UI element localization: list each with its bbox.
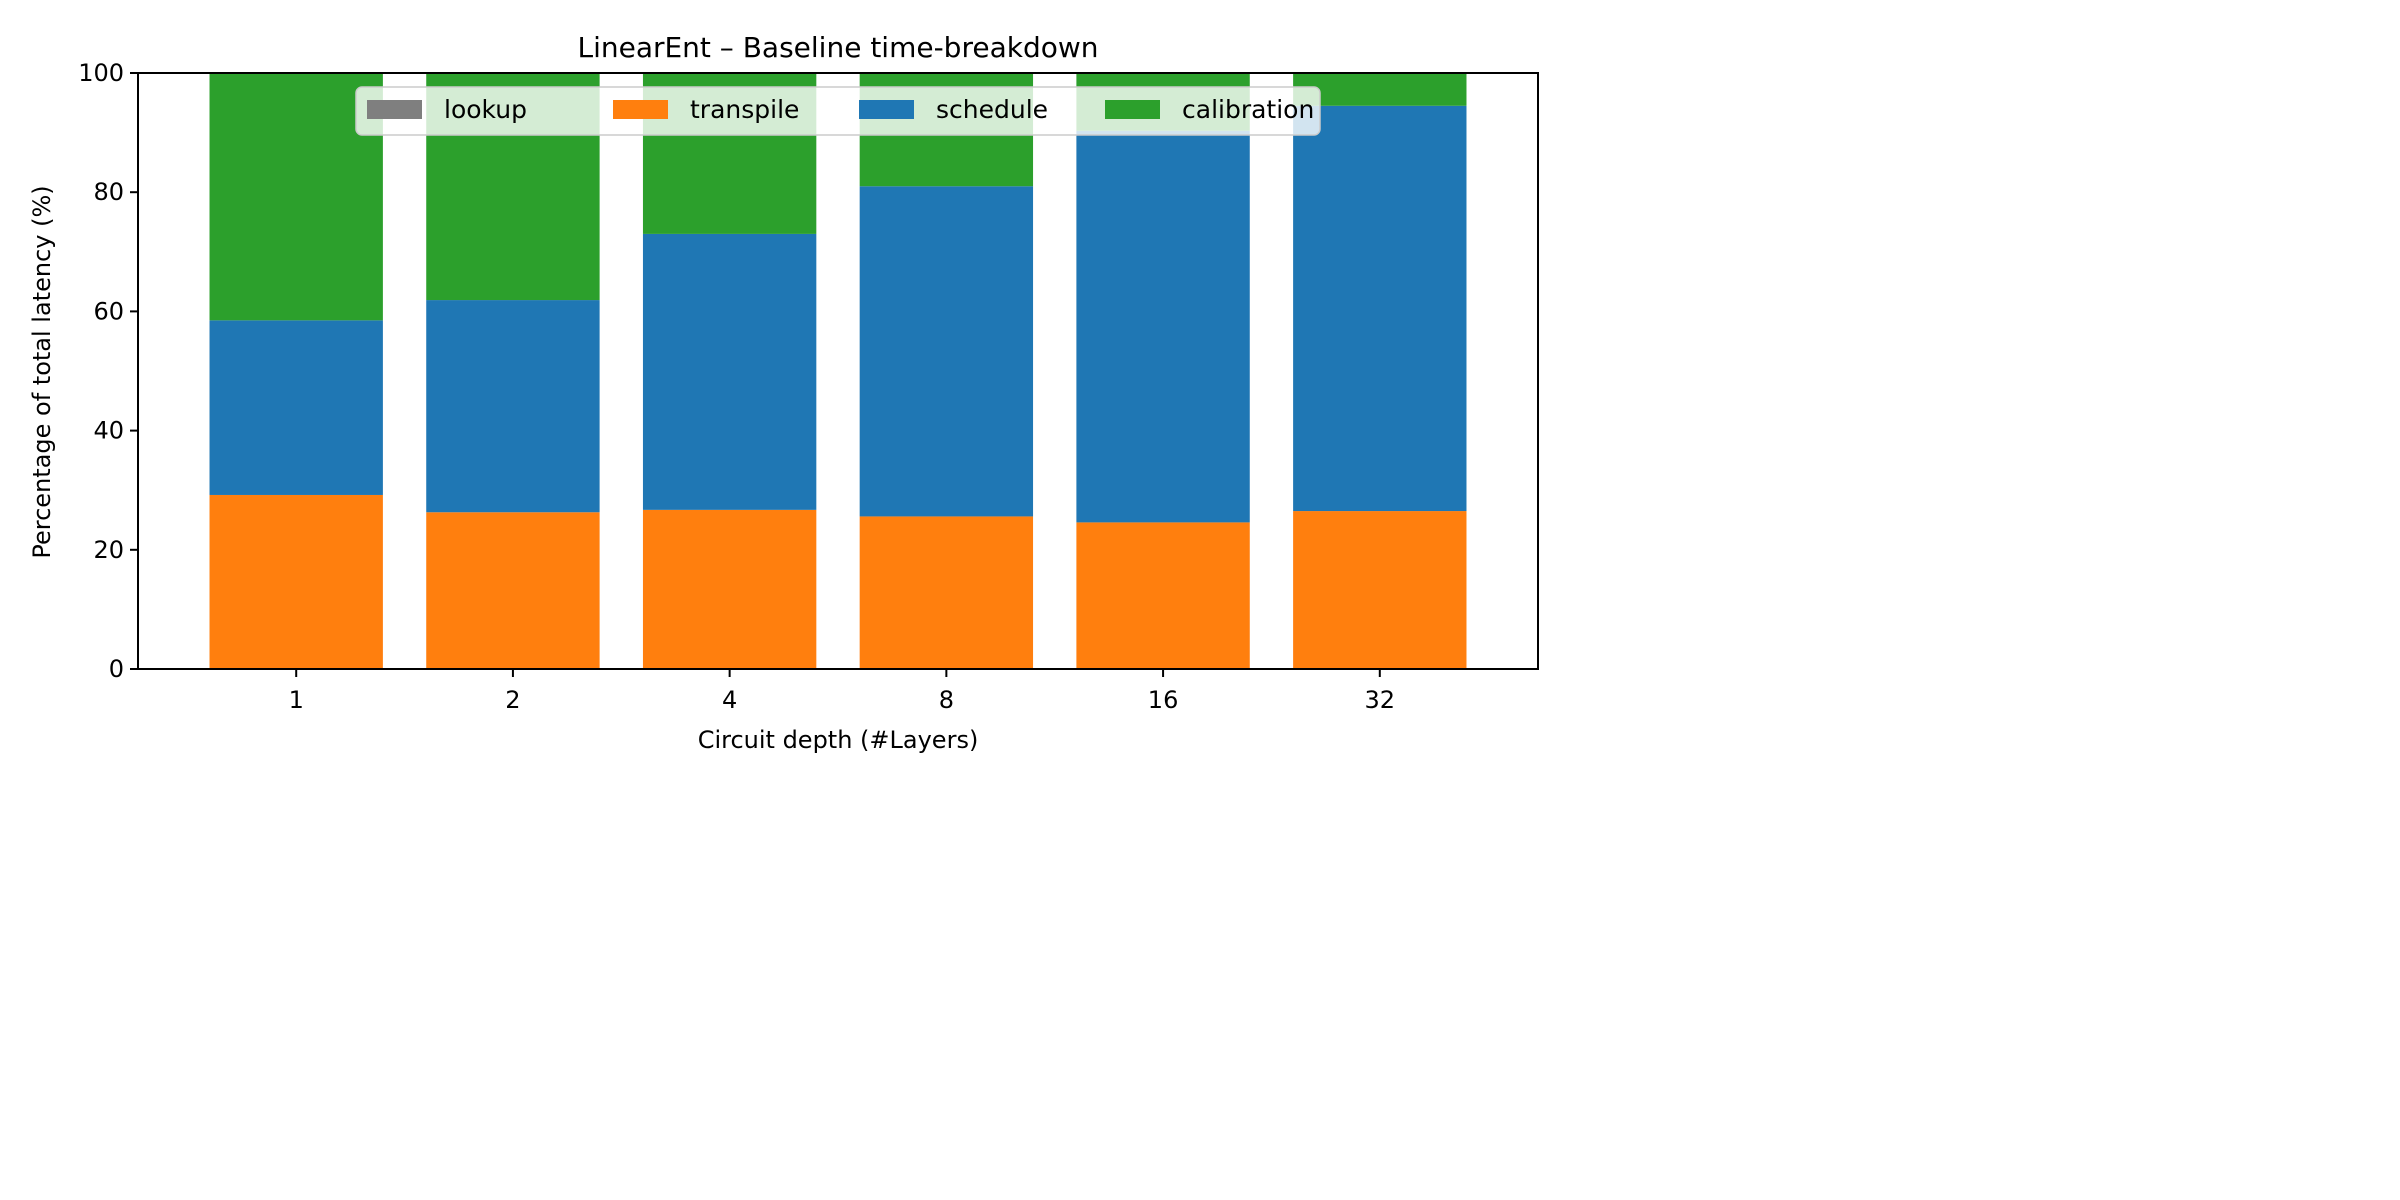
legend-label-lookup: lookup xyxy=(444,95,527,124)
x-tick-label: 32 xyxy=(1365,686,1396,714)
axes-layer: 0 20 40 60 80 100 1 2 4 8 16 32 xyxy=(78,59,1539,714)
y-tick-label: 80 xyxy=(93,178,124,206)
legend-swatch-schedule xyxy=(859,100,914,119)
legend: lookup transpile schedule calibration xyxy=(355,86,1321,136)
legend-label-schedule: schedule xyxy=(936,95,1048,124)
bar-transpile-1 xyxy=(209,494,383,669)
chart-container: LinearEnt – Baseline time-breakdown 0 20 4… xyxy=(0,0,1560,780)
bar-transpile-4 xyxy=(642,509,817,669)
stacked-bar-chart: LinearEnt – Baseline time-breakdown 0 20 4… xyxy=(28,31,1539,754)
bar-transpile-32 xyxy=(1293,511,1467,669)
bar-schedule-2 xyxy=(426,300,600,513)
bar-transpile-8 xyxy=(859,516,1034,669)
bar-transpile-16 xyxy=(1076,522,1250,669)
x-tick-label: 8 xyxy=(939,686,954,714)
plot-frame xyxy=(137,72,1539,670)
legend-label-calibration: calibration xyxy=(1182,95,1314,124)
bar-schedule-16 xyxy=(1076,130,1250,523)
x-tick-label: 4 xyxy=(722,686,737,714)
chart-title: LinearEnt – Baseline time-breakdown xyxy=(577,31,1098,64)
bars-layer xyxy=(209,73,1467,669)
legend-label-transpile: transpile xyxy=(690,95,799,124)
y-tick-label: 20 xyxy=(93,536,124,564)
x-tick-label: 1 xyxy=(289,686,304,714)
bar-schedule-8 xyxy=(859,186,1034,517)
y-tick-label: 60 xyxy=(93,297,124,325)
y-axis-label: Percentage of total latency (%) xyxy=(28,185,56,558)
legend-swatch-transpile xyxy=(613,100,668,119)
x-axis-label: Circuit depth (#Layers) xyxy=(698,726,979,754)
bar-calibration-1 xyxy=(209,73,383,321)
legend-swatch-lookup xyxy=(367,100,422,119)
y-tick-label: 100 xyxy=(78,59,124,87)
y-tick-label: 40 xyxy=(93,417,124,445)
x-tick-label: 16 xyxy=(1148,686,1179,714)
legend-box xyxy=(355,86,1321,136)
bar-schedule-32 xyxy=(1293,105,1467,512)
bar-schedule-1 xyxy=(209,320,383,495)
x-tick-label: 2 xyxy=(505,686,520,714)
bar-transpile-2 xyxy=(426,512,600,669)
legend-swatch-calibration xyxy=(1105,100,1160,119)
bar-schedule-4 xyxy=(642,233,817,510)
y-tick-label: 0 xyxy=(109,655,124,683)
bar-calibration-32 xyxy=(1293,73,1467,106)
